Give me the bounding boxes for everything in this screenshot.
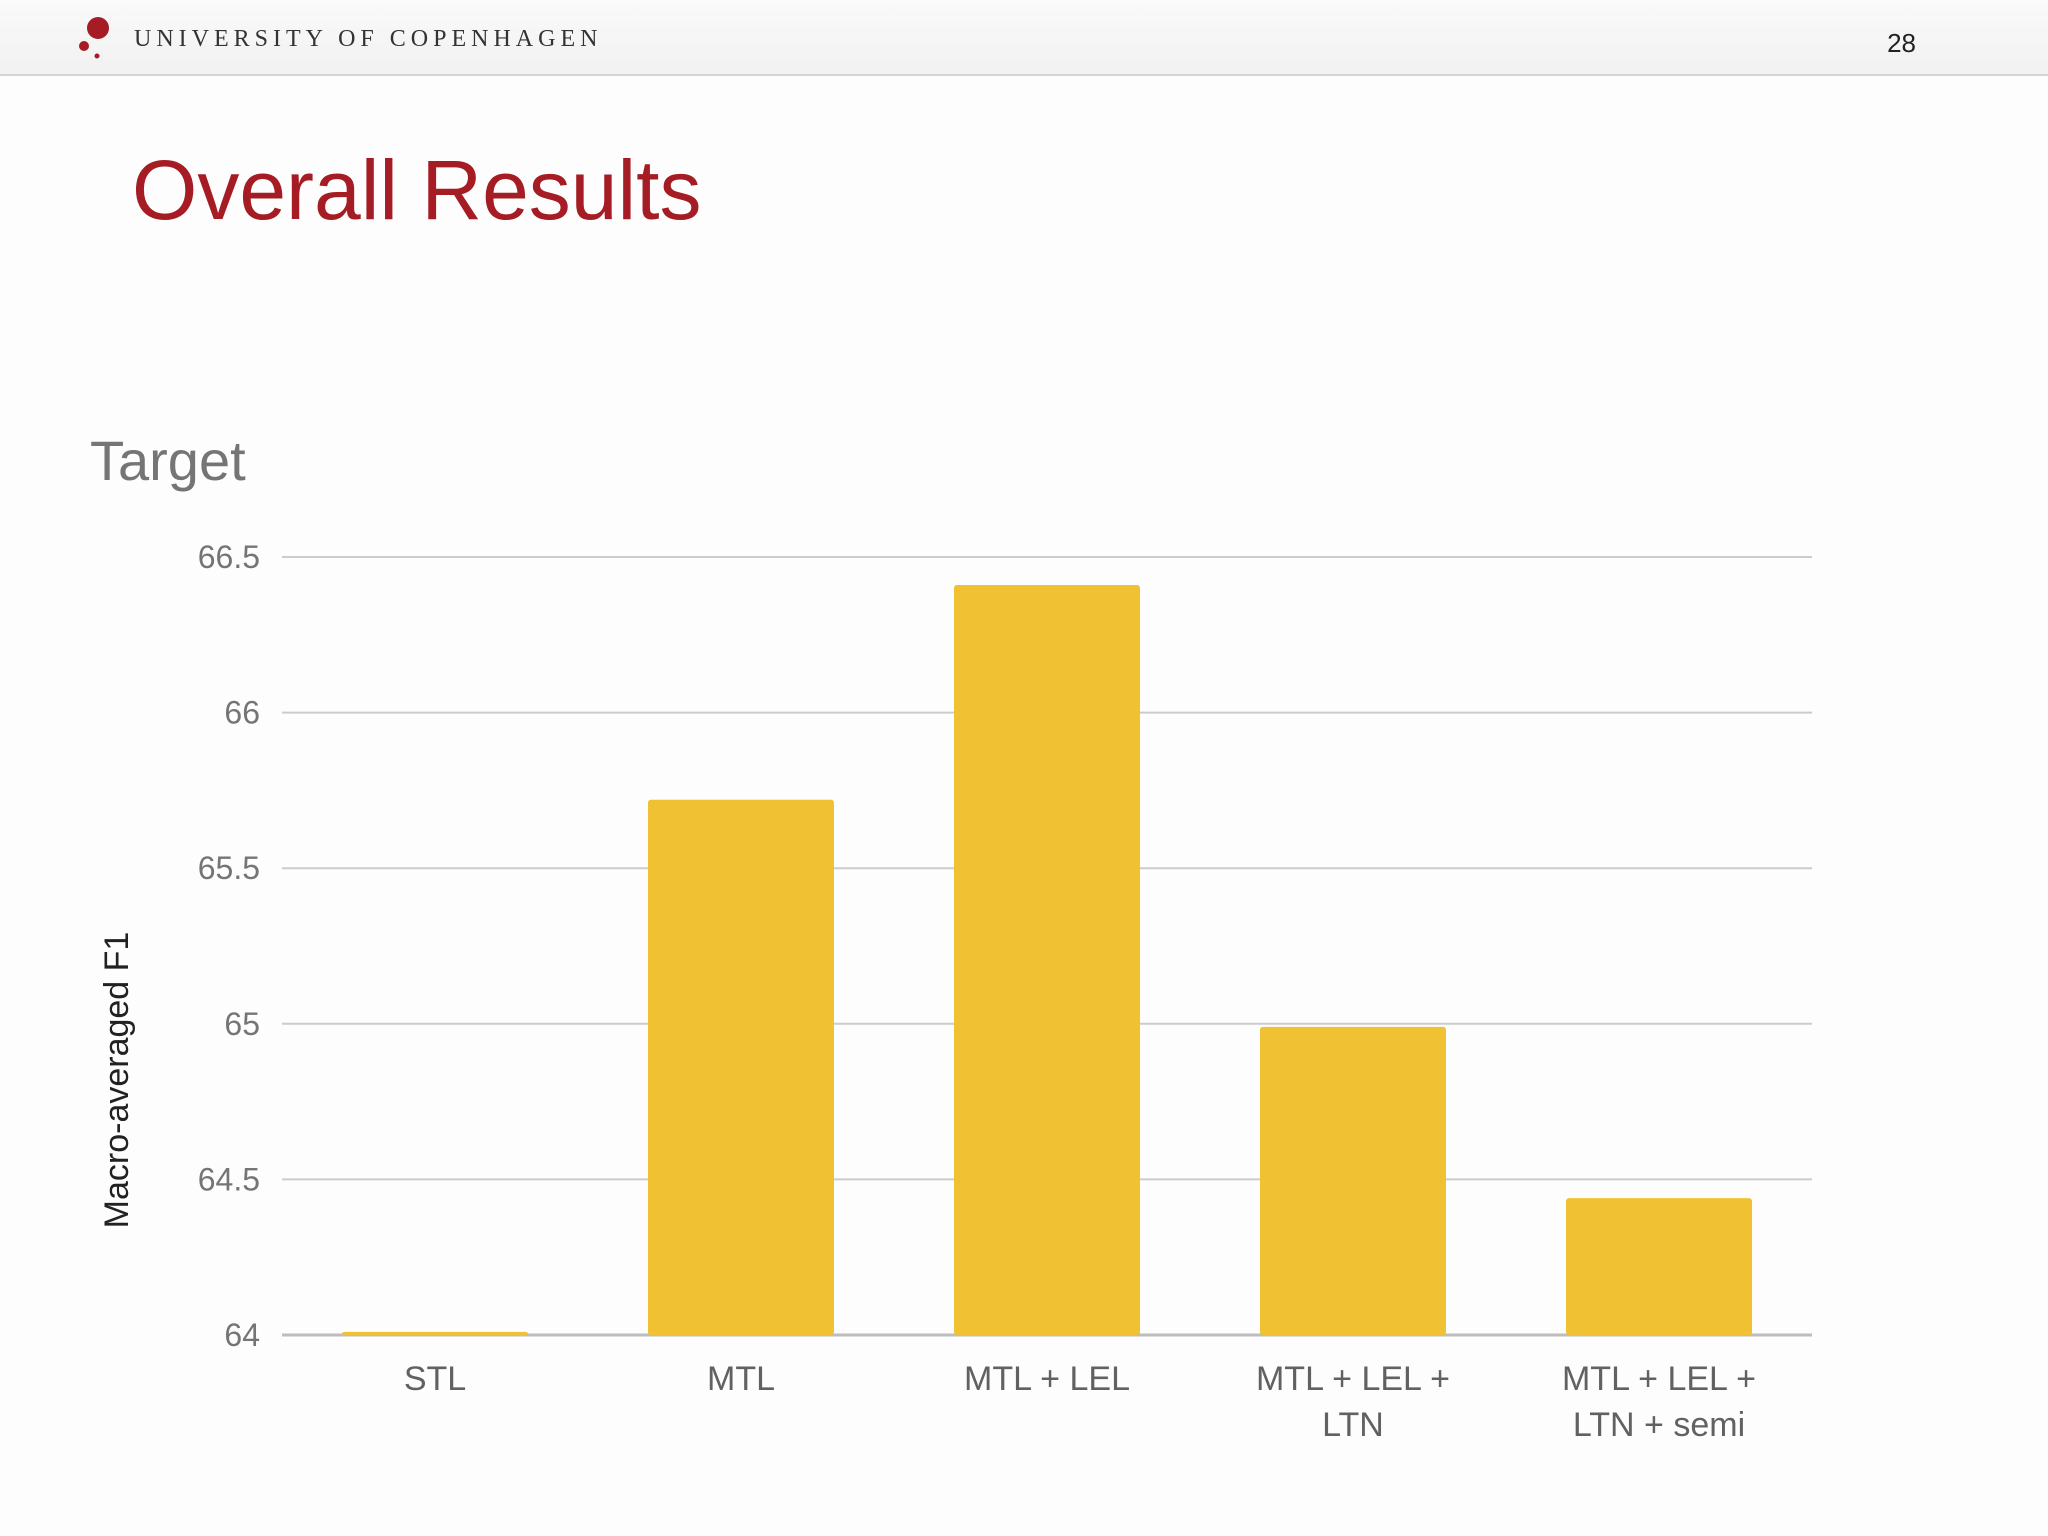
page-number: 28 (1887, 28, 1916, 58)
institution-name: UNIVERSITY OF COPENHAGEN (134, 26, 603, 52)
y-axis-title: Macro-averaged F1 (98, 932, 136, 1229)
slide-title: Overall Results (132, 143, 702, 237)
chart-title: Target (90, 429, 246, 492)
y-tick-label: 65.5 (198, 850, 260, 886)
bar-mtl (648, 799, 834, 1335)
x-category-label: MTL (707, 1360, 775, 1398)
bar-chart: Target 64 64.5 65 65.5 66 66.5 STL MTL MTL + LE… (90, 429, 1812, 1444)
x-category-label: MTL + LEL + LTN (1256, 1360, 1450, 1444)
bar-mtl-lel-ltn-semi (1566, 1198, 1752, 1335)
y-tick-label: 65 (224, 1006, 260, 1042)
y-tick-label: 64.5 (198, 1161, 260, 1197)
x-category-label: STL (404, 1360, 466, 1398)
y-tick-labels: 64 64.5 65 65.5 66 66.5 (198, 539, 260, 1353)
bar-stl (342, 1331, 528, 1335)
header-bar: UNIVERSITY OF COPENHAGEN 28 (0, 0, 2048, 76)
bar-mtl-lel-ltn (1260, 1026, 1446, 1335)
bars (342, 585, 1752, 1335)
x-category-label: MTL + LEL (964, 1360, 1130, 1398)
x-category-label: MTL + LEL + LTN + semi (1562, 1360, 1756, 1444)
chart-area: Target 64 64.5 65 65.5 66 66.5 STL MTL MTL + LE… (0, 400, 2048, 1480)
y-tick-label: 64 (224, 1317, 260, 1353)
y-tick-label: 66.5 (198, 539, 260, 575)
y-tick-label: 66 (224, 695, 260, 731)
x-category-labels: STL MTL MTL + LEL MTL + LEL + LTN MTL + LEL +… (404, 1360, 1756, 1444)
bar-mtl-lel (954, 585, 1140, 1335)
university-logo (79, 17, 109, 59)
